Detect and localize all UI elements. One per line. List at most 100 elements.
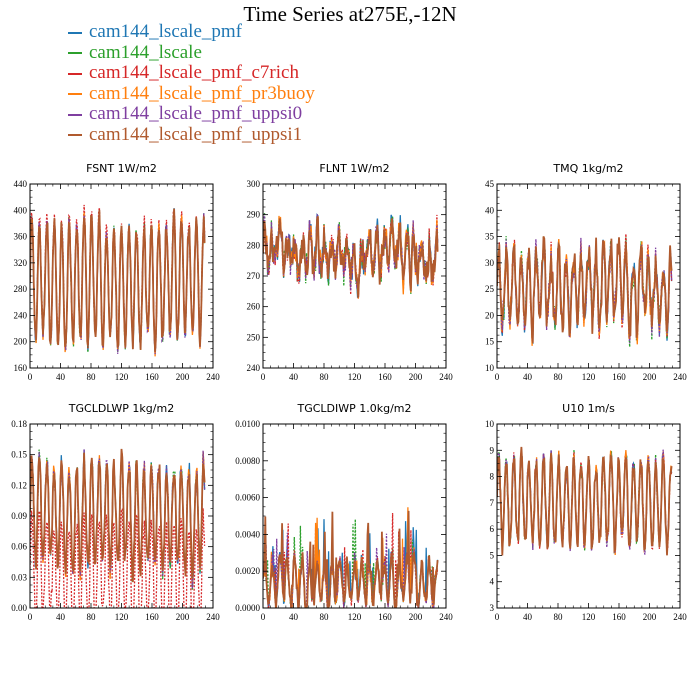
x-tick-label: 0: [28, 372, 33, 382]
x-tick-label: 200: [409, 372, 423, 382]
series-lines: [263, 507, 439, 608]
legend-swatch: [68, 93, 82, 96]
x-tick-label: 80: [87, 372, 97, 382]
panel-title: FSNT 1W/m2: [86, 162, 157, 175]
y-tick-label: 0.03: [11, 572, 27, 582]
y-tick-label: 280: [247, 240, 261, 250]
x-tick-label: 120: [348, 372, 362, 382]
y-tick-label: 0.06: [11, 542, 27, 552]
x-tick-label: 200: [643, 612, 657, 622]
y-tick-label: 0.0020: [235, 566, 260, 576]
x-tick-label: 200: [643, 372, 657, 382]
x-tick-label: 40: [56, 372, 66, 382]
legend-label: cam144_lscale_pmf_uppsi1: [89, 123, 303, 145]
panel-title: TGCLDIWP 1.0kg/m2: [296, 402, 411, 415]
x-tick-label: 240: [439, 612, 453, 622]
axes-frame: [496, 183, 681, 369]
y-tick-label: 250: [247, 332, 261, 342]
x-tick-label: 0: [28, 612, 33, 622]
series-lines: [497, 446, 673, 556]
y-tick-label: 360: [14, 232, 28, 242]
x-tick-label: 120: [348, 612, 362, 622]
x-tick-label: 80: [320, 612, 330, 622]
y-tick-label: 270: [247, 271, 261, 281]
series-lines: [263, 212, 439, 300]
y-tick-label: 160: [14, 363, 28, 373]
x-tick-label: 160: [612, 612, 626, 622]
y-tick-label: 200: [14, 337, 28, 347]
legend-item: cam144_lscale: [68, 42, 315, 64]
y-tick-label: 15: [485, 337, 495, 347]
x-tick-label: 80: [320, 372, 330, 382]
y-tick-label: 280: [14, 284, 28, 294]
legend-swatch: [68, 52, 82, 55]
y-tick-label: 0.0080: [235, 456, 260, 466]
series-line-5: [263, 216, 439, 298]
legend-swatch: [68, 134, 82, 137]
x-tick-label: 40: [56, 612, 66, 622]
x-tick-label: 0: [261, 372, 266, 382]
y-tick-label: 0.0060: [235, 493, 260, 503]
y-tick-label: 440: [14, 179, 28, 189]
legend: cam144_lscale_pmf cam144_lscale cam144_l…: [68, 21, 315, 146]
series-lines: [30, 448, 206, 608]
x-tick-label: 160: [378, 372, 392, 382]
x-tick-label: 0: [261, 612, 266, 622]
y-tick-label: 25: [485, 284, 495, 294]
y-tick-label: 300: [247, 179, 261, 189]
x-tick-label: 40: [289, 372, 299, 382]
x-tick-label: 160: [145, 612, 159, 622]
x-tick-label: 160: [145, 372, 159, 382]
y-tick-label: 45: [485, 179, 495, 189]
legend-label: cam144_lscale_pmf: [89, 21, 243, 42]
legend-item: cam144_lscale_pmf_uppsi1: [68, 123, 315, 146]
y-tick-label: 0.00: [11, 603, 27, 613]
y-tick-label: 260: [247, 302, 261, 312]
legend-swatch: [68, 113, 82, 116]
figure-title: Time Series at275E,-12N: [243, 2, 457, 26]
y-tick-label: 40: [485, 205, 495, 215]
y-tick-label: 0.0000: [235, 603, 260, 613]
y-tick-label: 6: [490, 524, 495, 534]
y-tick-label: 0.12: [11, 480, 27, 490]
y-tick-label: 5: [490, 550, 495, 560]
legend-item: cam144_lscale_pmf_uppsi0: [68, 103, 315, 125]
series-lines: [30, 204, 206, 357]
legend-swatch: [68, 72, 82, 75]
series-lines: [497, 233, 673, 348]
y-tick-label: 30: [485, 258, 495, 268]
series-line-5: [263, 510, 439, 608]
y-tick-label: 35: [485, 232, 495, 242]
series-line-5: [30, 448, 206, 583]
y-tick-label: 400: [14, 205, 28, 215]
y-tick-label: 0.0100: [235, 419, 260, 429]
legend-item: cam144_lscale_pmf_c7rich: [68, 62, 315, 84]
x-tick-label: 240: [206, 372, 220, 382]
panel-title: FLNT 1W/m2: [319, 162, 389, 175]
y-tick-label: 8: [490, 472, 495, 482]
legend-label: cam144_lscale_pmf_c7rich: [89, 62, 299, 83]
x-tick-label: 240: [439, 372, 453, 382]
x-tick-label: 80: [554, 372, 564, 382]
x-tick-label: 240: [673, 612, 687, 622]
y-tick-label: 0.0040: [235, 529, 260, 539]
x-tick-label: 200: [176, 372, 190, 382]
legend-item: cam144_lscale_pmf_pr3buoy: [68, 82, 315, 105]
series-line-5: [497, 446, 673, 556]
y-tick-label: 320: [14, 258, 28, 268]
series-line-5: [497, 236, 673, 343]
x-tick-label: 40: [523, 372, 533, 382]
x-tick-label: 0: [495, 612, 500, 622]
x-tick-label: 0: [495, 372, 500, 382]
x-tick-label: 120: [582, 612, 596, 622]
axes-frame: [262, 423, 447, 609]
legend-item: cam144_lscale_pmf: [68, 21, 315, 43]
x-tick-label: 120: [115, 612, 129, 622]
legend-label: cam144_lscale_pmf_pr3buoy: [89, 82, 315, 104]
y-tick-label: 20: [485, 310, 495, 320]
y-tick-label: 10: [485, 363, 495, 373]
chart-panel: TGCLDIWP 1.0kg/m2 0 40 80 120 160 200 240 0.0000…: [235, 402, 453, 622]
y-tick-label: 3: [490, 603, 495, 613]
series-line-5: [30, 208, 206, 352]
